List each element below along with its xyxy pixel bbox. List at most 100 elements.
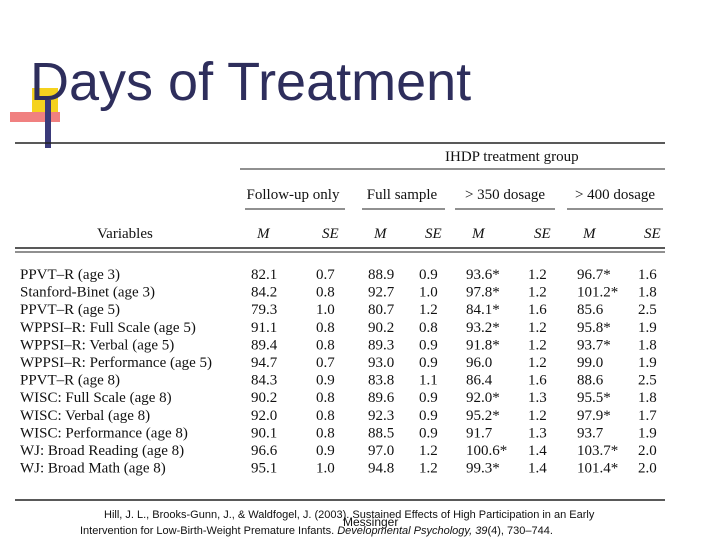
cell: 95.5* bbox=[577, 390, 611, 406]
cell: 1.2 bbox=[419, 302, 438, 318]
cell: 0.9 bbox=[419, 408, 438, 424]
row-label: PPVT–R (age 5) bbox=[20, 302, 120, 318]
cell: 2.5 bbox=[638, 373, 657, 389]
cell: 95.8* bbox=[577, 320, 611, 336]
column-header: SE bbox=[534, 226, 551, 242]
column-header: M bbox=[582, 226, 597, 242]
column-header: M bbox=[471, 226, 486, 242]
cell: 0.8 bbox=[316, 285, 335, 301]
cell: 1.9 bbox=[638, 425, 657, 441]
cell: 92.0 bbox=[251, 408, 277, 424]
cell: 1.3 bbox=[528, 425, 547, 441]
cell: 99.0 bbox=[577, 355, 603, 371]
cell: 91.7 bbox=[466, 425, 493, 441]
cell: 0.8 bbox=[316, 425, 335, 441]
cell: 1.2 bbox=[528, 408, 547, 424]
cell: 1.8 bbox=[638, 337, 657, 353]
row-label: WISC: Full Scale (age 8) bbox=[20, 390, 172, 406]
deco-bar bbox=[10, 112, 60, 122]
cell: 96.0 bbox=[466, 355, 492, 371]
row-label: WJ: Broad Reading (age 8) bbox=[20, 443, 184, 459]
citation-journal: Developmental Psychology, bbox=[337, 525, 475, 537]
column-header: SE bbox=[425, 226, 442, 242]
cell: 93.7 bbox=[577, 425, 604, 441]
cell: 1.2 bbox=[528, 267, 547, 283]
footer: Messinger bbox=[343, 515, 398, 529]
cell: 99.3* bbox=[466, 461, 500, 477]
cell: 85.6 bbox=[577, 302, 604, 318]
cell: 88.6 bbox=[577, 373, 604, 389]
cell: 100.6* bbox=[466, 443, 507, 459]
row-label: WISC: Verbal (age 8) bbox=[20, 408, 150, 424]
cell: 88.9 bbox=[368, 267, 394, 283]
cell: 1.9 bbox=[638, 355, 657, 371]
cell: 82.1 bbox=[251, 267, 277, 283]
cell: 89.3 bbox=[368, 337, 394, 353]
citation: Intervention for Low-Birth-Weight Premat… bbox=[80, 525, 553, 537]
column-header: Variables bbox=[97, 226, 153, 242]
cell: 1.2 bbox=[528, 337, 547, 353]
cell: 79.3 bbox=[251, 302, 277, 318]
cell: 80.7 bbox=[368, 302, 395, 318]
cell: 84.3 bbox=[251, 373, 277, 389]
citation-pages: (4), 730–744. bbox=[487, 525, 552, 537]
column-header: M bbox=[373, 226, 388, 242]
cell: 101.4* bbox=[577, 461, 618, 477]
cell: 1.4 bbox=[528, 443, 547, 459]
cell: 90.2 bbox=[251, 390, 277, 406]
cell: 0.8 bbox=[419, 320, 438, 336]
row-label: PPVT–R (age 8) bbox=[20, 373, 120, 389]
cell: 1.3 bbox=[528, 390, 547, 406]
column-header: SE bbox=[644, 226, 661, 242]
cell: 101.2* bbox=[577, 285, 618, 301]
cell: 97.8* bbox=[466, 285, 500, 301]
cell: 93.7* bbox=[577, 337, 611, 353]
cell: 95.2* bbox=[466, 408, 500, 424]
cell: 0.9 bbox=[419, 425, 438, 441]
cell: 1.2 bbox=[419, 461, 438, 477]
cell: 2.0 bbox=[638, 443, 657, 459]
cell: 1.7 bbox=[638, 408, 657, 424]
deco-bar bbox=[45, 100, 51, 148]
cell: 83.8 bbox=[368, 373, 394, 389]
cell: 95.1 bbox=[251, 461, 277, 477]
cell: 1.1 bbox=[419, 373, 438, 389]
group-label: IHDP treatment group bbox=[445, 149, 579, 165]
cell: 92.3 bbox=[368, 408, 394, 424]
cell: 103.7* bbox=[577, 443, 618, 459]
cell: 91.1 bbox=[251, 320, 277, 336]
cell: 2.5 bbox=[638, 302, 657, 318]
group-header: > 350 dosage bbox=[465, 187, 545, 203]
citation: Intervention for Low-Birth-Weight Premat… bbox=[80, 525, 337, 537]
cell: 94.8 bbox=[368, 461, 394, 477]
cell: 90.2 bbox=[368, 320, 394, 336]
cell: 89.4 bbox=[251, 337, 278, 353]
column-header: SE bbox=[322, 226, 339, 242]
cell: 1.2 bbox=[528, 355, 547, 371]
citation: Hill, J. L., Brooks-Gunn, J., & Waldfoge… bbox=[104, 509, 595, 521]
cell: 2.0 bbox=[638, 461, 657, 477]
cell: 93.2* bbox=[466, 320, 500, 336]
cell: 1.9 bbox=[638, 320, 657, 336]
cell: 0.8 bbox=[316, 408, 335, 424]
cell: 91.8* bbox=[466, 337, 500, 353]
cell: 1.2 bbox=[528, 285, 547, 301]
cell: 90.1 bbox=[251, 425, 277, 441]
citation-volume: 39 bbox=[475, 525, 487, 537]
cell: 1.8 bbox=[638, 285, 657, 301]
cell: 1.6 bbox=[528, 302, 547, 318]
row-label: WISC: Performance (age 8) bbox=[20, 425, 188, 441]
cell: 92.7 bbox=[368, 285, 395, 301]
cell: 1.6 bbox=[638, 267, 657, 283]
cell: 97.0 bbox=[368, 443, 394, 459]
cell: 88.5 bbox=[368, 425, 394, 441]
slide-title: Days of Treatment bbox=[30, 52, 471, 112]
cell: 93.6* bbox=[466, 267, 500, 283]
cell: 1.2 bbox=[419, 443, 438, 459]
cell: 84.1* bbox=[466, 302, 500, 318]
cell: 94.7 bbox=[251, 355, 278, 371]
cell: 1.0 bbox=[316, 302, 335, 318]
row-label: PPVT–R (age 3) bbox=[20, 267, 120, 283]
cell: 96.6 bbox=[251, 443, 278, 459]
